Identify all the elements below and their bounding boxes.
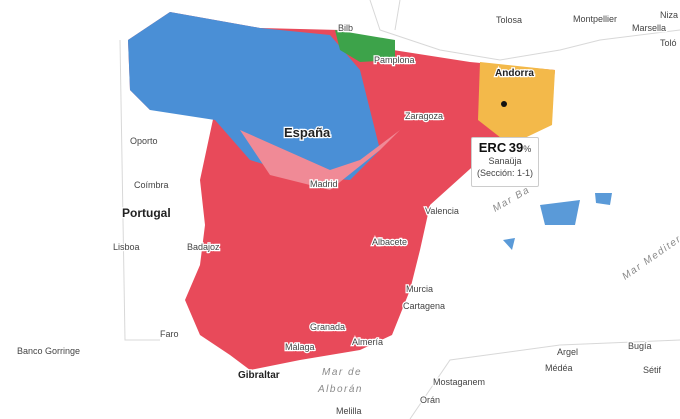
selected-point[interactable] [501,101,507,107]
spain-region-pink [240,110,420,190]
sea-label: Alborán [317,384,363,395]
place-label: Bugía [628,341,652,351]
place-label: Toló [660,38,677,48]
place-label: Montpellier [573,14,617,24]
place-label: Banco Gorringe [17,346,80,356]
place-label: Gibraltar [238,370,280,381]
place-label: Andorra [495,68,534,79]
place-label: Coímbra [134,180,169,190]
balearics [503,193,612,250]
place-label: Tolosa [496,15,522,25]
tooltip-section: (Sección: 1-1) [476,168,534,178]
place-label: Mostaganem [433,377,485,387]
country-label: Portugal [122,206,171,220]
tooltip: ERC 39% Sanaüja (Sección: 1-1) [471,137,539,187]
place-label: Valencia [425,206,459,216]
sea-label: Mar Ba [491,184,532,214]
place-label: Almería [352,337,383,347]
place-label: Granada [310,322,345,332]
place-label: Melilla [336,406,362,416]
place-label: Albacete [372,237,407,247]
country-label: España [284,125,331,140]
place-label: Oporto [130,136,158,146]
place-label: Bilb [338,23,353,33]
place-label: Médéa [545,363,573,373]
tooltip-party: ERC [478,140,507,155]
place-label: Zaragoza [405,111,443,121]
place-label: Pamplona [374,55,415,65]
place-label: Murcia [406,284,433,294]
place-label: Faro [160,329,179,339]
tooltip-place: Sanaüja [488,156,522,166]
place-label: Argel [557,347,578,357]
place-label: Niza [660,10,678,20]
tooltip-value: 39 [508,140,524,155]
place-label: Orán [420,395,440,405]
place-label: Marsella [632,23,666,33]
place-label: Málaga [285,342,315,352]
borders [119,0,680,419]
tooltip-unit: % [523,144,532,154]
place-label: Cartagena [403,301,445,311]
place-label: Madrid [310,179,338,189]
sea-label: Mar de [322,367,362,378]
sea-label: Mar Mediterr [620,231,680,283]
place-label: Badajoz [187,242,220,252]
catalonia-region [478,62,555,145]
place-label: Sétif [643,365,662,375]
basque-region [335,30,395,62]
spain-region-blue [128,12,380,180]
place-label: Lisboa [113,242,140,252]
